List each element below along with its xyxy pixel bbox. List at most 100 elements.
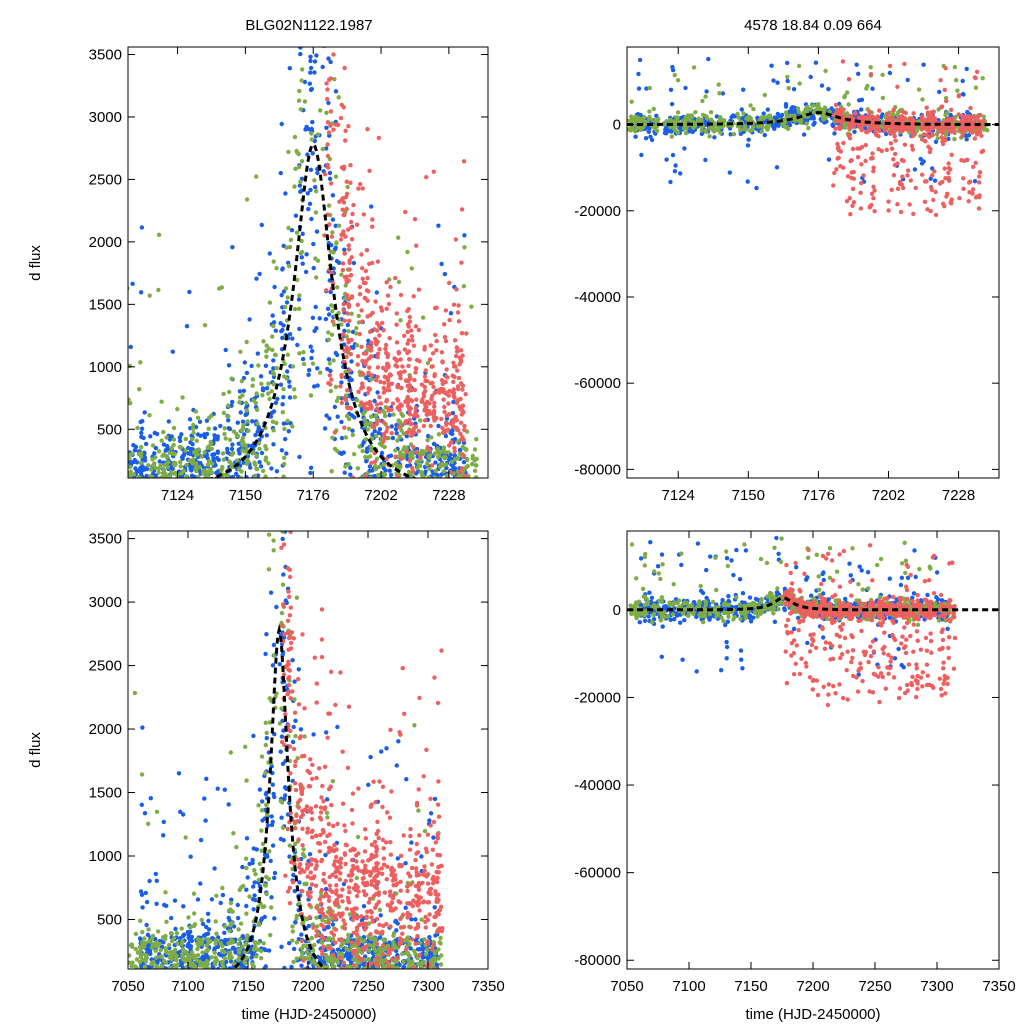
data-point	[365, 348, 370, 353]
data-point	[703, 128, 709, 133]
data-point	[329, 0, 333, 3]
data-point	[436, 423, 441, 429]
data-point	[299, 255, 304, 260]
data-point	[398, 318, 403, 323]
data-point	[882, 128, 888, 133]
data-point	[400, 413, 406, 418]
data-point	[394, 431, 399, 436]
data-point	[278, 749, 283, 754]
data-point	[403, 971, 407, 975]
data-point	[296, 306, 302, 311]
data-point	[456, 375, 462, 381]
data-point	[460, 479, 464, 483]
data-point	[156, 287, 161, 293]
y-tick-label: 2000	[89, 234, 122, 251]
data-point	[279, 944, 284, 949]
data-point	[902, 116, 907, 121]
data-point	[885, 111, 890, 117]
data-point	[326, 165, 331, 170]
data-point	[250, 419, 255, 424]
data-point	[396, 235, 401, 240]
data-point	[355, 354, 361, 359]
data-point	[861, 173, 866, 178]
data-point	[413, 324, 419, 329]
data-point	[219, 285, 224, 290]
data-point	[954, 78, 959, 83]
data-point	[884, 147, 889, 153]
data-point	[230, 442, 235, 447]
data-point	[143, 466, 148, 471]
data-point	[240, 934, 245, 939]
data-point	[213, 970, 217, 974]
data-point	[414, 968, 417, 969]
data-point	[887, 70, 893, 76]
data-point	[285, 418, 290, 424]
data-point	[738, 128, 743, 133]
data-point	[326, 56, 331, 61]
data-point	[421, 480, 425, 484]
data-point	[326, 330, 331, 335]
data-point	[309, 126, 314, 132]
y-tick-label: -80000	[574, 461, 621, 478]
data-point	[251, 479, 255, 483]
data-point	[908, 127, 914, 132]
data-point	[308, 344, 313, 349]
data-point	[299, 963, 304, 968]
data-point	[215, 970, 219, 974]
data-point	[128, 456, 132, 461]
data-point	[378, 401, 384, 406]
data-point	[313, 210, 319, 215]
data-point	[238, 410, 243, 415]
data-point	[159, 479, 163, 483]
data-point	[974, 69, 980, 75]
x-tick-label: 7124	[161, 487, 194, 504]
data-point	[314, 275, 319, 280]
data-point	[290, 364, 296, 369]
data-point	[405, 249, 410, 255]
data-point	[209, 470, 214, 475]
data-point	[379, 749, 384, 754]
data-point	[388, 476, 393, 478]
data-point	[404, 430, 409, 435]
data-point	[900, 120, 906, 126]
data-point	[169, 972, 173, 976]
data-point	[132, 448, 137, 453]
data-point	[413, 370, 418, 375]
data-point	[431, 408, 437, 414]
data-point	[138, 889, 144, 894]
data-point	[188, 466, 193, 471]
data-point	[204, 776, 209, 781]
data-point	[375, 355, 380, 360]
data-point	[871, 169, 876, 174]
data-point	[301, 361, 307, 367]
data-point	[458, 356, 463, 361]
data-point	[250, 377, 256, 382]
data-point	[336, 95, 341, 100]
data-point	[877, 108, 882, 113]
data-point	[290, 658, 295, 663]
data-point	[909, 143, 915, 149]
data-point	[375, 374, 380, 380]
data-point	[459, 466, 465, 471]
data-point	[460, 383, 466, 388]
data-point	[783, 102, 789, 107]
data-point	[315, 383, 320, 388]
data-point	[205, 473, 210, 478]
data-point	[191, 482, 195, 486]
data-point	[325, 366, 330, 372]
data-point	[785, 74, 790, 80]
data-point	[405, 479, 409, 483]
data-point	[758, 117, 764, 122]
data-point	[368, 754, 373, 760]
data-point	[142, 811, 148, 816]
data-point	[327, 176, 333, 181]
data-point	[271, 323, 276, 329]
data-point	[166, 419, 171, 424]
data-point	[964, 66, 969, 72]
data-point	[335, 724, 340, 730]
data-point	[798, 119, 803, 125]
data-point	[324, 110, 329, 116]
data-point	[460, 452, 465, 457]
data-point	[237, 451, 242, 456]
data-point	[795, 106, 801, 111]
